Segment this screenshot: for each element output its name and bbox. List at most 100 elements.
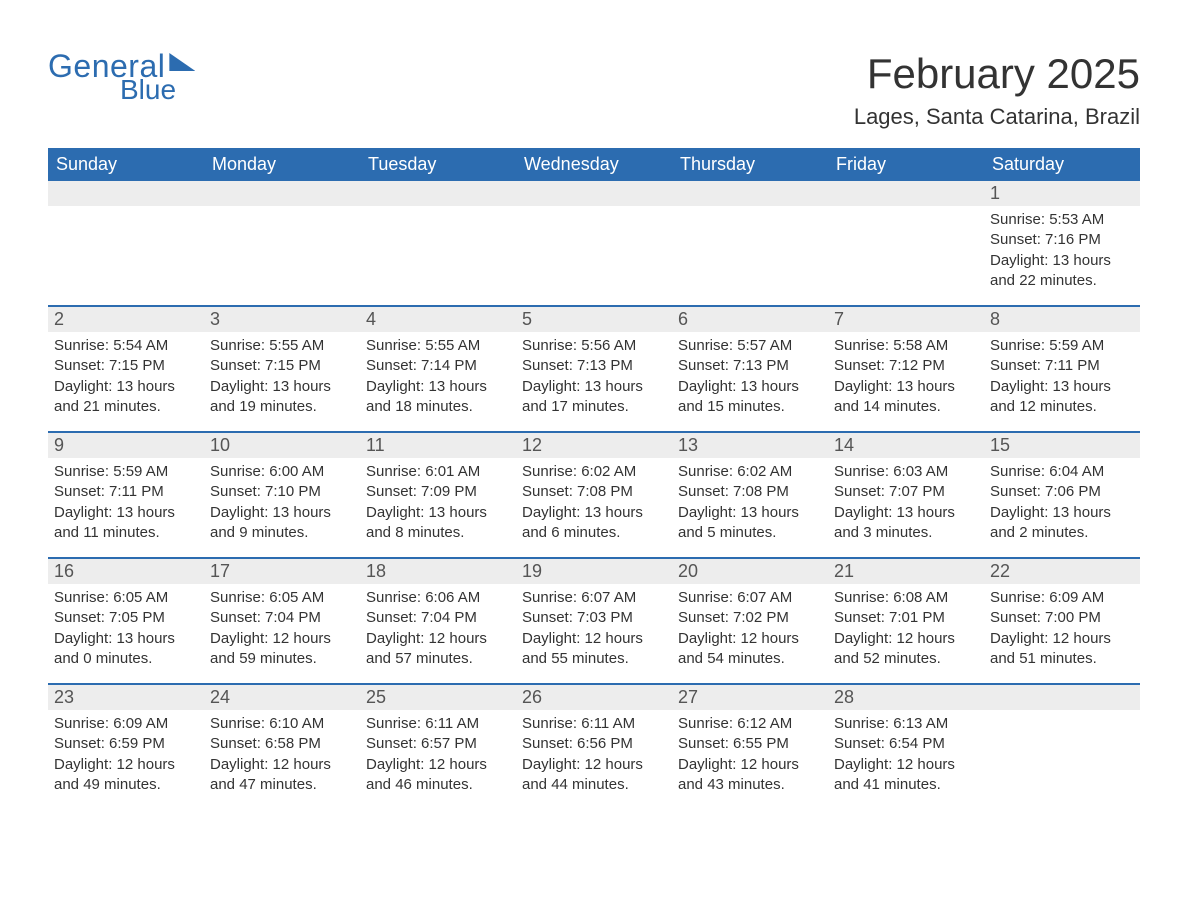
day-info-line: Daylight: 13 hours (678, 377, 822, 397)
day-info-line: Sunset: 6:57 PM (366, 734, 510, 754)
day-number-row: 13 (672, 433, 828, 458)
day-info: Sunrise: 5:59 AMSunset: 7:11 PMDaylight:… (984, 332, 1140, 417)
calendar-cell: 3Sunrise: 5:55 AMSunset: 7:15 PMDaylight… (204, 307, 360, 421)
day-info-line: and 19 minutes. (210, 397, 354, 417)
day-number: 9 (54, 435, 64, 455)
month-title: February 2025 (854, 50, 1140, 98)
day-number-row: 9 (48, 433, 204, 458)
day-info-line: and 14 minutes. (834, 397, 978, 417)
day-number (522, 183, 527, 203)
day-info-line: Daylight: 13 hours (522, 377, 666, 397)
day-info-line: and 55 minutes. (522, 649, 666, 669)
day-header: Wednesday (516, 148, 672, 181)
day-info-line: Sunrise: 6:05 AM (54, 588, 198, 608)
title-block: February 2025 Lages, Santa Catarina, Bra… (854, 50, 1140, 130)
day-info-line: Sunset: 7:03 PM (522, 608, 666, 628)
day-number: 7 (834, 309, 844, 329)
day-info-line: Sunset: 7:00 PM (990, 608, 1134, 628)
day-info-line: Sunset: 7:07 PM (834, 482, 978, 502)
logo: General Blue (48, 50, 195, 104)
day-number: 1 (990, 183, 1000, 203)
calendar-cell: 21Sunrise: 6:08 AMSunset: 7:01 PMDayligh… (828, 559, 984, 673)
day-info-line: Sunrise: 5:59 AM (990, 336, 1134, 356)
day-info-line: Sunrise: 6:12 AM (678, 714, 822, 734)
day-info-line: Daylight: 13 hours (54, 629, 198, 649)
logo-triangle-icon (169, 53, 195, 71)
day-info-line: Daylight: 13 hours (990, 377, 1134, 397)
calendar-cell (672, 181, 828, 295)
day-number: 16 (54, 561, 74, 581)
day-info-line: Sunset: 7:14 PM (366, 356, 510, 376)
day-info-line: Sunset: 7:11 PM (54, 482, 198, 502)
day-info-line: and 15 minutes. (678, 397, 822, 417)
day-number-row: 11 (360, 433, 516, 458)
day-info-line: Sunset: 6:55 PM (678, 734, 822, 754)
header: General Blue February 2025 Lages, Santa … (48, 50, 1140, 130)
day-number-row: 23 (48, 685, 204, 710)
day-number: 19 (522, 561, 542, 581)
day-info-line: Daylight: 13 hours (54, 377, 198, 397)
calendar-cell: 28Sunrise: 6:13 AMSunset: 6:54 PMDayligh… (828, 685, 984, 799)
day-info-line: Daylight: 13 hours (834, 503, 978, 523)
day-number: 26 (522, 687, 542, 707)
calendar-week: 9 Sunrise: 5:59 AMSunset: 7:11 PMDaylight… (48, 431, 1140, 547)
day-number-row: 21 (828, 559, 984, 584)
calendar-cell: 23Sunrise: 6:09 AMSunset: 6:59 PMDayligh… (48, 685, 204, 799)
day-info-line: Sunrise: 6:07 AM (678, 588, 822, 608)
day-info-line: Daylight: 12 hours (210, 629, 354, 649)
day-number: 27 (678, 687, 698, 707)
day-info: Sunrise: 6:06 AMSunset: 7:04 PMDaylight:… (360, 584, 516, 669)
day-info: Sunrise: 5:53 AMSunset: 7:16 PMDaylight:… (984, 206, 1140, 291)
calendar-cell: 26Sunrise: 6:11 AMSunset: 6:56 PMDayligh… (516, 685, 672, 799)
day-header: Friday (828, 148, 984, 181)
day-number: 17 (210, 561, 230, 581)
day-info-line: Daylight: 13 hours (522, 503, 666, 523)
day-info-line: and 47 minutes. (210, 775, 354, 795)
day-info: Sunrise: 5:54 AMSunset: 7:15 PMDaylight:… (48, 332, 204, 417)
day-info-line: and 21 minutes. (54, 397, 198, 417)
calendar-cell: 1 Sunrise: 5:53 AMSunset: 7:16 PMDaylight… (984, 181, 1140, 295)
day-number: 12 (522, 435, 542, 455)
day-number-row (984, 685, 1140, 710)
day-info-line: Daylight: 12 hours (678, 755, 822, 775)
day-number-row (48, 181, 204, 206)
day-number (990, 687, 995, 707)
day-info-line: Daylight: 12 hours (522, 629, 666, 649)
day-info-line: and 0 minutes. (54, 649, 198, 669)
day-info: Sunrise: 5:58 AMSunset: 7:12 PMDaylight:… (828, 332, 984, 417)
calendar-body: 1 Sunrise: 5:53 AMSunset: 7:16 PMDaylight… (48, 181, 1140, 799)
day-number: 11 (366, 435, 385, 455)
day-number: 4 (366, 309, 376, 329)
day-info: Sunrise: 5:57 AMSunset: 7:13 PMDaylight:… (672, 332, 828, 417)
day-info-line: Sunrise: 6:02 AM (522, 462, 666, 482)
day-info-line: Sunrise: 5:54 AM (54, 336, 198, 356)
day-number-row: 14 (828, 433, 984, 458)
day-info-line: and 51 minutes. (990, 649, 1134, 669)
day-info-line: Sunset: 7:06 PM (990, 482, 1134, 502)
calendar-cell: 27 Sunrise: 6:12 AMSunset: 6:55 PMDayligh… (672, 685, 828, 799)
day-number: 18 (366, 561, 386, 581)
day-info-line: Daylight: 13 hours (210, 377, 354, 397)
day-number-row: 28 (828, 685, 984, 710)
day-info-line: and 8 minutes. (366, 523, 510, 543)
day-info-line: Sunset: 6:59 PM (54, 734, 198, 754)
calendar-cell: 2Sunrise: 5:54 AMSunset: 7:15 PMDaylight… (48, 307, 204, 421)
day-number (210, 183, 215, 203)
day-info-line: and 46 minutes. (366, 775, 510, 795)
calendar-week: 1 Sunrise: 5:53 AMSunset: 7:16 PMDaylight… (48, 181, 1140, 295)
day-info-line: Sunrise: 6:11 AM (522, 714, 666, 734)
calendar-cell: 15Sunrise: 6:04 AMSunset: 7:06 PMDayligh… (984, 433, 1140, 547)
day-number: 6 (678, 309, 688, 329)
day-header: Saturday (984, 148, 1140, 181)
day-info-line: Daylight: 12 hours (834, 755, 978, 775)
day-info-line: and 49 minutes. (54, 775, 198, 795)
day-info: Sunrise: 5:59 AMSunset: 7:11 PMDaylight:… (48, 458, 204, 543)
day-info-line: Sunrise: 5:55 AM (366, 336, 510, 356)
calendar-cell: 8Sunrise: 5:59 AMSunset: 7:11 PMDaylight… (984, 307, 1140, 421)
day-info: Sunrise: 6:09 AMSunset: 7:00 PMDaylight:… (984, 584, 1140, 669)
calendar-week: 23Sunrise: 6:09 AMSunset: 6:59 PMDayligh… (48, 683, 1140, 799)
day-info: Sunrise: 6:00 AMSunset: 7:10 PMDaylight:… (204, 458, 360, 543)
day-info: Sunrise: 6:09 AMSunset: 6:59 PMDaylight:… (48, 710, 204, 795)
day-number-row: 26 (516, 685, 672, 710)
day-number-row (516, 181, 672, 206)
